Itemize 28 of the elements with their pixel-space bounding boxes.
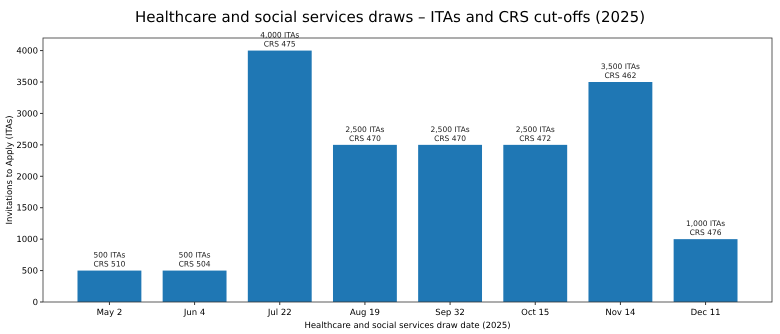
y-tick-label: 2000 (16, 172, 38, 182)
y-tick-label: 4000 (16, 46, 38, 57)
y-tick-label: 3500 (16, 78, 38, 88)
x-tick-label: Sep 32 (435, 308, 465, 318)
chart-title: Healthcare and social services draws – ITAs and CRS cut-offs (2025) (134, 8, 646, 26)
x-tick-label: Nov 14 (605, 308, 636, 318)
y-tick-label: 1500 (16, 204, 38, 214)
x-tick-label: Oct 15 (521, 308, 550, 318)
bar (674, 239, 738, 302)
x-tick-label: Jul 22 (266, 308, 292, 318)
bar (503, 144, 568, 302)
bar (332, 144, 397, 302)
x-tick-label: Aug 19 (350, 308, 380, 318)
y-tick-label: 2500 (16, 140, 38, 151)
x-tick-label: Jun 4 (182, 308, 206, 318)
bar (77, 270, 142, 302)
x-tick-label: May 2 (96, 308, 122, 318)
bar (248, 50, 312, 302)
bar (588, 82, 652, 302)
x-axis-title: Healthcare and social services draw date (2025) (304, 321, 511, 331)
y-tick-label: 500 (22, 266, 38, 277)
y-tick-label: 0 (32, 298, 38, 308)
y-axis-title: Invitations to Apply (ITAs) (5, 115, 15, 225)
bar (418, 144, 482, 302)
y-tick-label: 1000 (16, 235, 38, 246)
x-tick-label: Dec 11 (690, 308, 721, 318)
y-tick-label: 3000 (16, 109, 38, 120)
bar (162, 270, 227, 302)
